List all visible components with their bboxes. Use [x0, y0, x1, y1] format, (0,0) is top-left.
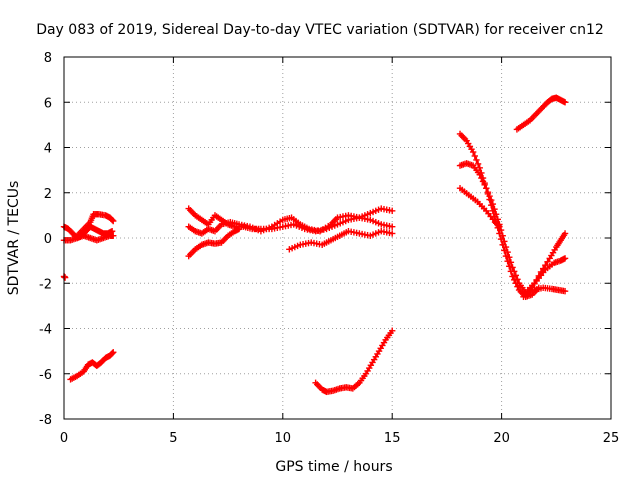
- data-point: [507, 259, 515, 266]
- data-point: [473, 156, 480, 164]
- y-tick-label: -2: [39, 277, 52, 292]
- series-10: [312, 327, 396, 396]
- data-point: [484, 188, 492, 196]
- y-tick-label: 6: [44, 96, 52, 111]
- series-trace: [459, 162, 567, 294]
- data-point: [61, 274, 69, 281]
- series-trace: [459, 132, 540, 298]
- data-point: [478, 174, 485, 182]
- data-point: [389, 207, 396, 215]
- x-tick-labels: 0 5 10 15 20 25: [60, 431, 619, 446]
- data-point: [506, 254, 513, 261]
- series-11: [456, 130, 542, 301]
- data-point: [476, 171, 483, 178]
- x-tick-label: 25: [603, 431, 620, 446]
- data-point: [488, 196, 495, 204]
- data-point: [509, 264, 516, 271]
- y-tick-label: 8: [44, 51, 52, 66]
- data-point: [489, 200, 497, 208]
- data-point: [504, 248, 511, 256]
- series-15: [524, 255, 569, 294]
- data-point: [512, 272, 520, 279]
- series-16: [513, 94, 569, 133]
- data-point: [561, 99, 569, 106]
- x-tick-label: 10: [275, 431, 292, 446]
- data-point: [499, 232, 506, 239]
- data-point: [495, 222, 502, 229]
- y-tick-label: 0: [44, 232, 52, 247]
- y-tick-label: -8: [39, 413, 52, 428]
- series-3: [60, 232, 117, 244]
- data-point: [481, 181, 488, 189]
- series-layer: [60, 94, 569, 396]
- y-axis-label: SDTVAR / TECUs: [6, 181, 22, 296]
- data-point: [497, 226, 505, 234]
- data-point: [110, 349, 117, 356]
- y-tick-labels: -8 -6 -4 -2 0 2 4 6 8: [39, 51, 52, 428]
- data-point: [514, 283, 521, 290]
- data-point: [492, 211, 500, 218]
- series-4: [73, 211, 117, 239]
- data-point: [389, 223, 396, 230]
- plot-frame: [63, 56, 612, 420]
- data-point: [389, 230, 396, 237]
- data-point: [509, 273, 516, 280]
- y-tick-label: 2: [44, 187, 52, 202]
- data-point: [544, 258, 551, 265]
- data-point: [109, 349, 116, 357]
- data-point: [514, 276, 521, 283]
- data-point: [496, 223, 503, 230]
- series-12: [456, 160, 569, 296]
- series-5: [67, 349, 117, 383]
- x-tick-label: 15: [384, 431, 401, 446]
- data-point: [389, 327, 396, 334]
- data-point: [110, 232, 117, 239]
- data-point: [109, 216, 116, 224]
- chart-title: Day 083 of 2019, Sidereal Day-to-day VTE…: [36, 22, 604, 38]
- x-tick-label: 0: [60, 431, 68, 446]
- y-tick-label: 4: [44, 142, 52, 157]
- x-tick-label: 5: [169, 431, 177, 446]
- x-tick-label: 20: [493, 431, 510, 446]
- series-9: [286, 228, 396, 253]
- series-13: [456, 185, 503, 230]
- data-point: [474, 160, 482, 168]
- y-tick-label: -6: [39, 368, 52, 383]
- data-point: [491, 205, 498, 213]
- data-point: [561, 230, 569, 237]
- series-1: [60, 273, 69, 281]
- data-point: [502, 243, 510, 251]
- data-point: [479, 178, 487, 185]
- y-tick-label: -4: [39, 323, 52, 338]
- data-point: [561, 287, 569, 295]
- data-point: [561, 255, 569, 262]
- data-point: [510, 268, 518, 275]
- data-point: [471, 152, 478, 160]
- data-point: [235, 225, 243, 233]
- data-point: [486, 192, 493, 200]
- data-point: [469, 148, 477, 156]
- series-7: [185, 212, 396, 237]
- data-point: [501, 238, 508, 245]
- series-8: [185, 225, 243, 260]
- data-point: [483, 185, 490, 192]
- data-point: [110, 217, 117, 225]
- series-trace: [314, 329, 394, 393]
- x-axis-label: GPS time / hours: [275, 459, 392, 475]
